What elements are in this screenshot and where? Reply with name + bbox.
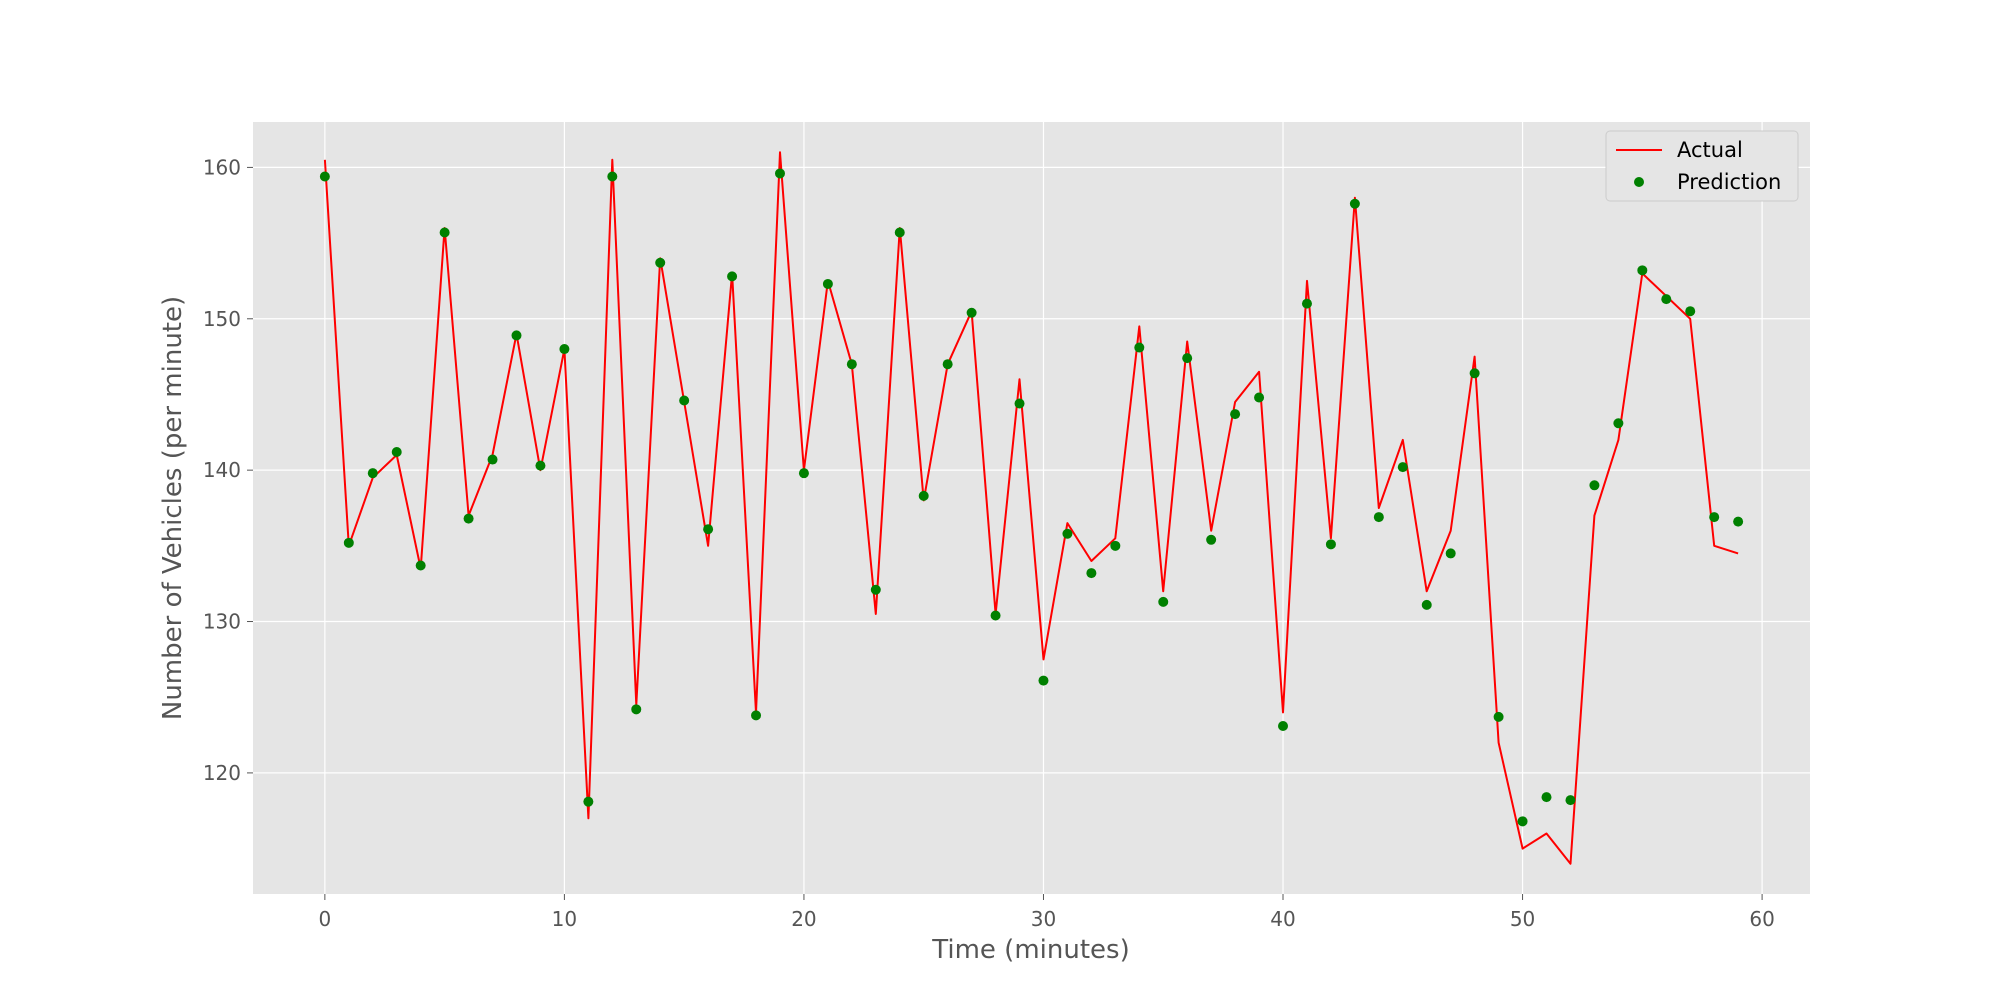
legend-box [1605, 130, 1799, 202]
prediction-point [1469, 368, 1480, 379]
prediction-point [1230, 409, 1241, 420]
legend-marker-sample [1634, 177, 1644, 187]
prediction-point [319, 171, 330, 182]
prediction-point [607, 171, 618, 182]
prediction-point [439, 227, 450, 238]
y-tick-label: 140 [203, 458, 241, 482]
y-tick-label: 130 [203, 610, 241, 634]
prediction-point [1493, 711, 1504, 722]
x-axis-label: Time (minutes) [931, 935, 1129, 965]
grid-lines [253, 122, 1810, 894]
prediction-point [966, 307, 977, 318]
x-tick-label: 30 [1031, 907, 1056, 931]
prediction-point [1397, 462, 1408, 473]
prediction-point [870, 584, 881, 595]
prediction-point [894, 227, 905, 238]
x-tick-label: 0 [318, 907, 331, 931]
prediction-point [1254, 392, 1265, 403]
prediction-point [583, 796, 594, 807]
prediction-point [1733, 516, 1744, 527]
prediction-point [1661, 294, 1672, 305]
y-axis-label: Number of Vehicles (per minute) [158, 296, 188, 720]
x-axis-ticks: 0 10 20 30 40 50 60 [318, 894, 1775, 931]
prediction-point [1517, 816, 1528, 827]
prediction-point [1134, 342, 1145, 353]
prediction-point [990, 610, 1001, 621]
prediction-point [846, 359, 857, 370]
x-tick-label: 60 [1749, 907, 1774, 931]
prediction-point [487, 454, 498, 465]
prediction-point [1325, 539, 1336, 550]
prediction-point [1349, 198, 1360, 209]
prediction-point [774, 168, 785, 179]
x-tick-label: 20 [791, 907, 816, 931]
prediction-point [415, 560, 426, 571]
prediction-point [727, 271, 738, 282]
prediction-point [1613, 418, 1624, 429]
x-tick-label: 10 [552, 907, 577, 931]
prediction-point [1278, 720, 1289, 731]
prediction-point [1541, 792, 1552, 803]
prediction-point [631, 704, 642, 715]
prediction-point [511, 330, 522, 341]
prediction-point [559, 344, 570, 355]
prediction-point [1373, 512, 1384, 523]
prediction-point [1301, 298, 1312, 309]
actual-line [323, 151, 1739, 865]
prediction-point [1637, 265, 1648, 276]
x-tick-label: 50 [1510, 907, 1535, 931]
prediction-point [1589, 480, 1600, 491]
prediction-point [391, 446, 402, 457]
prediction-point [1158, 596, 1169, 607]
legend-label-prediction: Prediction [1677, 170, 1781, 194]
prediction-point [1086, 568, 1097, 579]
actual-series [323, 151, 1739, 865]
prediction-point [367, 468, 378, 479]
prediction-point [798, 468, 809, 479]
prediction-point [463, 513, 474, 524]
legend-label-actual: Actual [1677, 138, 1743, 162]
prediction-point [679, 395, 690, 406]
prediction-point [1685, 306, 1696, 317]
prediction-point [535, 460, 546, 471]
prediction-series [319, 168, 1744, 827]
prediction-point [1110, 540, 1121, 551]
prediction-point [942, 359, 953, 370]
prediction-point [655, 257, 666, 268]
y-tick-label: 120 [203, 761, 241, 785]
x-tick-label: 40 [1270, 907, 1295, 931]
prediction-point [1421, 599, 1432, 610]
prediction-point [1206, 534, 1217, 545]
prediction-point [703, 524, 714, 535]
y-axis-ticks: 120 130 140 150 160 [203, 155, 253, 785]
prediction-point [1182, 353, 1193, 364]
legend: Actual Prediction [1605, 130, 1799, 202]
prediction-point [343, 537, 354, 548]
y-tick-label: 160 [203, 155, 241, 179]
prediction-point [751, 710, 762, 721]
prediction-point [1038, 675, 1049, 686]
prediction-point [1062, 528, 1073, 539]
prediction-point [1445, 548, 1456, 559]
prediction-point [1014, 398, 1025, 409]
prediction-point [1565, 795, 1576, 806]
prediction-point [918, 490, 929, 501]
prediction-point [1709, 512, 1720, 523]
y-tick-label: 150 [203, 307, 241, 331]
prediction-point [822, 278, 833, 289]
